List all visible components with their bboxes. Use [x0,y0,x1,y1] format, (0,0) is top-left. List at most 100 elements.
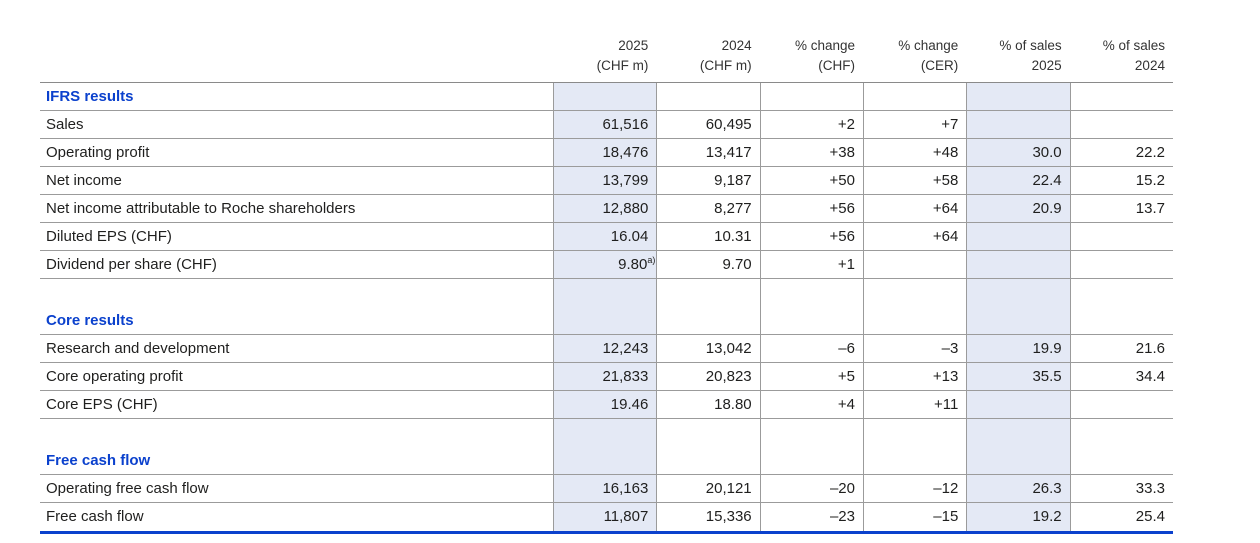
cell-2025: 9.80a) [553,251,657,278]
cell-change-chf: +50 [759,167,863,194]
cell-change-chf [759,447,863,474]
cell-pos-2024 [1069,111,1173,138]
cell-change-cer: –3 [862,335,966,362]
cell-2024 [656,419,759,447]
cell-change-chf: +56 [759,223,863,250]
column-header-pos-2024: % of sales 2024 [1102,38,1165,73]
table-row: Diluted EPS (CHF) 16.04 10.31 +56 +64 [40,223,1173,251]
row-label: Diluted EPS (CHF) [46,228,172,245]
column-header-change-chf: % change (CHF) [794,38,855,73]
cell-change-chf [759,83,863,110]
row-label: Research and development [46,340,230,357]
cell-2025: 12,880 [553,195,657,222]
table-row: Free cash flow 11,807 15,336 –23 –15 19.2 25.4 [40,503,1173,531]
cell-change-cer: +11 [862,391,966,418]
cell-pos-2025: 22.4 [966,167,1070,194]
cell-2024 [656,447,759,474]
column-header-2024: 2024 (CHF m) [699,38,752,73]
cell-change-chf: –23 [759,503,863,531]
cell-pos-2025 [966,223,1070,250]
cell-pos-2024 [1069,391,1173,418]
table-row: Operating free cash flow 16,163 20,121 –20–… [40,475,1173,503]
table-row: Core operating profit 21,833 20,823 +5 +13 35… [40,363,1173,391]
cell-2025: 19.46 [553,391,657,418]
cell-change-chf: +4 [759,391,863,418]
cell-2024: 15,336 [656,503,759,531]
cell-2025: 13,799 [553,167,657,194]
cell-pos-2025 [966,419,1070,447]
table-row: Sales 61,516 60,495 +2 +7 [40,111,1173,139]
row-label: Dividend per share (CHF) [46,256,217,273]
cell-pos-2025: 19.9 [966,335,1070,362]
cell-pos-2024: 34.4 [1069,363,1173,390]
row-label [40,419,553,447]
table-row: Dividend per share (CHF) 9.80a) 9.70 +1 [40,251,1173,279]
cell-pos-2025: 19.2 [966,503,1070,531]
cell-2024: 60,495 [656,111,759,138]
cell-2024: 8,277 [656,195,759,222]
cell-pos-2024: 25.4 [1069,503,1173,531]
column-header-pos-2025: % of sales 2025 [999,38,1062,73]
cell-pos-2024: 21.6 [1069,335,1173,362]
cell-change-cer: +13 [862,363,966,390]
cell-pos-2024 [1069,419,1173,447]
cell-change-chf: +2 [759,111,863,138]
cell-pos-2024 [1069,279,1173,307]
cell-change-cer [862,447,966,474]
cell-pos-2024: 15.2 [1069,167,1173,194]
spacer-row [40,279,1173,307]
cell-pos-2024: 33.3 [1069,475,1173,502]
table-row: Research and development 12,243 13,042 –6 –3… [40,335,1173,363]
row-label: Net income [46,172,122,189]
cell-pos-2025 [966,447,1070,474]
section-heading: Free cash flow [46,452,151,469]
cell-2025: 16,163 [553,475,657,502]
cell-pos-2024 [1069,307,1173,334]
cell-2024 [656,307,759,334]
row-label [40,279,553,307]
table-row: Net income 13,799 9,187 +50 +58 22.4 15.2 [40,167,1173,195]
financial-results-table: 2025 (CHF m) 2024 (CHF m) % change (CHF) % cha… [40,36,1173,534]
cell-pos-2025 [966,111,1070,138]
footnote-marker: a) [647,255,656,265]
cell-2025: 16.04 [553,223,657,250]
cell-change-chf: +56 [759,195,863,222]
table-row: Net income attributable to Roche shareho… [40,195,1173,223]
cell-change-chf: +1 [759,251,863,278]
spacer-row [40,419,1173,447]
column-header-change-cer: % change (CER) [898,38,959,73]
row-label: Core EPS (CHF) [46,396,158,413]
cell-change-cer: +64 [862,223,966,250]
cell-2025 [553,279,657,307]
cell-pos-2024 [1069,83,1173,110]
row-label: Sales [46,116,84,133]
cell-change-cer: +7 [862,111,966,138]
section-heading-row: Core results [40,307,1173,335]
cell-2025 [553,307,657,334]
cell-2024: 18.80 [656,391,759,418]
cell-2025: 61,516 [553,111,657,138]
cell-2024: 9,187 [656,167,759,194]
section-heading-row: Free cash flow [40,447,1173,475]
section-heading: IFRS results [46,88,134,105]
cell-change-chf: –6 [759,335,863,362]
cell-2025: 12,243 [553,335,657,362]
cell-change-cer [862,419,966,447]
cell-change-cer [862,83,966,110]
column-header-2025: 2025 (CHF m) [596,38,649,73]
cell-2024: 13,042 [656,335,759,362]
cell-2025: 11,807 [553,503,657,531]
cell-pos-2025: 20.9 [966,195,1070,222]
cell-change-cer: +64 [862,195,966,222]
cell-pos-2025 [966,307,1070,334]
cell-pos-2024 [1069,251,1173,278]
cell-pos-2024: 22.2 [1069,139,1173,166]
table-header-row: 2025 (CHF m) 2024 (CHF m) % change (CHF) % cha… [40,36,1173,82]
table-row: Operating profit 18,476 13,417 +38 +48 30.0 22… [40,139,1173,167]
cell-change-chf [759,279,863,307]
cell-pos-2024 [1069,447,1173,474]
cell-change-chf: –20 [759,475,863,502]
section-heading-row: IFRS results [40,83,1173,111]
cell-2024: 13,417 [656,139,759,166]
cell-2025: 18,476 [553,139,657,166]
